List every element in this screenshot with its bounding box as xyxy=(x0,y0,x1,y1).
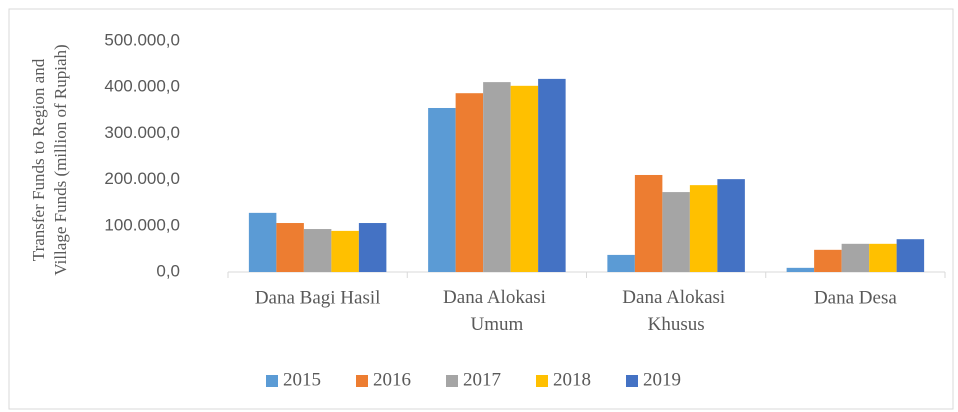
bar xyxy=(607,254,635,272)
y-axis-label-line: Transfer Funds to Region and xyxy=(29,58,48,261)
bar xyxy=(814,249,842,272)
x-tick-label: Dana Desa xyxy=(814,287,897,308)
x-tick-label: Dana Alokasi Khusus xyxy=(622,287,730,335)
bar xyxy=(689,185,718,272)
y-tick-label: 100.000,0 xyxy=(104,215,180,234)
bar xyxy=(869,243,897,272)
bar xyxy=(634,174,663,272)
bar xyxy=(717,179,745,272)
legend-label: 2018 xyxy=(553,369,591,390)
legend-label: 2016 xyxy=(373,369,411,390)
x-tick-label: Dana Bagi Hasil xyxy=(255,287,381,308)
bar xyxy=(483,82,511,272)
y-axis-label: Transfer Funds to Region and Village Fund… xyxy=(29,44,70,275)
legend-label: 2017 xyxy=(463,369,501,390)
bar xyxy=(358,223,387,272)
y-tick-label: 500.000,0 xyxy=(104,30,180,49)
bar xyxy=(510,85,539,273)
bar xyxy=(276,223,304,272)
bar xyxy=(455,93,484,273)
bar xyxy=(896,239,925,272)
y-tick-label: 400.000,0 xyxy=(104,77,180,96)
bar xyxy=(786,267,815,272)
bar xyxy=(331,230,359,272)
legend-label: 2015 xyxy=(283,369,321,390)
y-tick-label: 200.000,0 xyxy=(104,169,180,188)
y-axis-label-line: Village Funds (million of Rupiah) xyxy=(51,44,70,275)
bar xyxy=(303,229,332,272)
legend-label: 2019 xyxy=(643,369,681,390)
y-tick-label: 300.000,0 xyxy=(104,123,180,142)
x-tick-label: Dana Alokasi Umum xyxy=(443,287,551,335)
bar xyxy=(662,192,690,272)
bar xyxy=(841,243,870,272)
legend-swatch xyxy=(356,375,368,387)
bar xyxy=(248,212,277,272)
legend-swatch xyxy=(536,375,548,387)
legend-swatch xyxy=(626,375,638,387)
bar xyxy=(428,107,456,273)
legend-swatch xyxy=(446,375,458,387)
y-tick-label: 0,0 xyxy=(156,261,180,280)
legend-swatch xyxy=(266,375,278,387)
bar xyxy=(538,78,566,272)
